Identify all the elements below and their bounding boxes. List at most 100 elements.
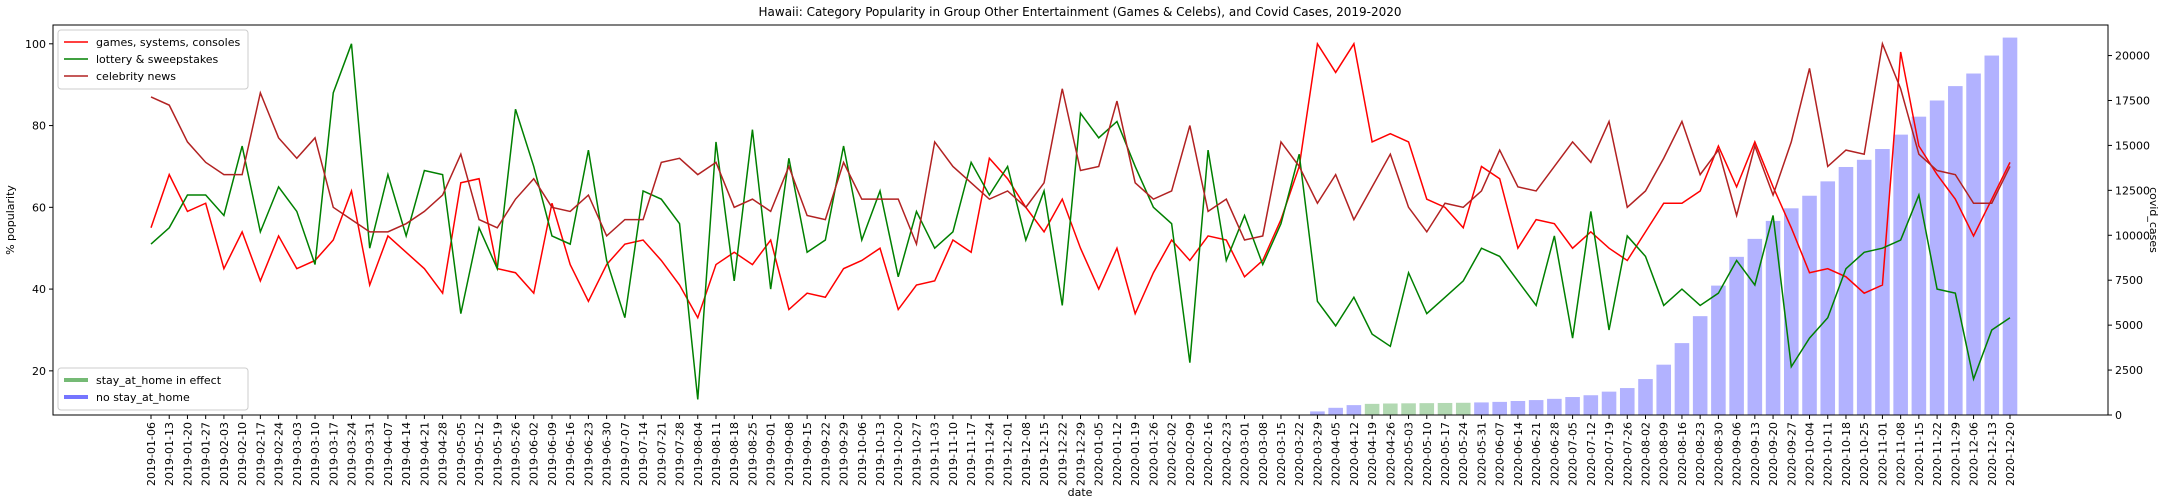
x-tick-label: 2020-11-01 <box>1876 422 1889 486</box>
x-tick-label: 2020-09-27 <box>1785 422 1798 486</box>
x-tick-label: 2019-03-10 <box>309 422 322 486</box>
x-tick-label: 2019-02-24 <box>273 422 286 486</box>
bar <box>1383 403 1398 415</box>
y-tick-label: 80 <box>32 120 46 133</box>
x-tick-label: 2020-08-23 <box>1694 422 1707 486</box>
x-tick-label: 2020-11-15 <box>1913 422 1926 486</box>
y2-tick-label: 20000 <box>2115 50 2150 63</box>
line-series <box>150 41 2011 320</box>
bar <box>2002 37 2018 415</box>
x-tick-label: 2019-07-07 <box>619 422 632 486</box>
x-tick-label: 2019-08-18 <box>728 422 741 486</box>
x-tick-label: 2019-12-22 <box>1056 422 1069 486</box>
x-tick-label: 2020-06-28 <box>1548 422 1561 486</box>
x-tick-label: 2019-11-03 <box>929 422 942 486</box>
x-tick-label: 2019-11-17 <box>965 422 978 486</box>
x-tick-label: 2019-06-02 <box>528 422 541 486</box>
plot-frame <box>52 24 2109 416</box>
x-tick-label: 2020-11-29 <box>1949 422 1962 486</box>
bar <box>1856 159 1872 415</box>
x-tick-label: 2019-01-27 <box>200 422 213 486</box>
bar <box>1802 195 1817 415</box>
bar <box>1364 403 1380 415</box>
y-tick-label: 20 <box>32 365 46 378</box>
bar <box>1528 400 1544 415</box>
x-tick-label: 2019-02-03 <box>218 422 231 486</box>
x-tick-label: 2019-08-11 <box>710 422 723 486</box>
x-tick-label: 2019-03-17 <box>327 422 340 486</box>
x-tick-label: 2020-02-16 <box>1202 422 1215 486</box>
x-axis-label: date <box>1068 486 1093 499</box>
x-tick-label: 2020-08-16 <box>1676 422 1689 486</box>
x-tick-label: 2020-12-20 <box>2004 422 2017 486</box>
y2-tick-label: 12500 <box>2115 184 2150 197</box>
y2-axis-label: covid_cases <box>2147 187 2160 253</box>
bar <box>1510 400 1526 415</box>
legend-label: celebrity news <box>96 70 176 83</box>
x-tick-label: 2019-06-30 <box>601 422 614 486</box>
x-tick-label: 2020-07-05 <box>1567 422 1580 486</box>
bar <box>1547 398 1562 415</box>
bar <box>1747 238 1763 415</box>
x-tick-label: 2019-04-21 <box>418 422 431 486</box>
bar <box>1328 407 1343 415</box>
bar <box>1692 316 1708 415</box>
y-tick-label: 60 <box>32 201 46 214</box>
bar <box>1765 220 1781 415</box>
bar <box>1638 379 1653 415</box>
x-tick-label: 2019-07-21 <box>655 422 668 486</box>
legend: games, systems, consoles lottery & sweeps… <box>57 29 249 90</box>
x-tick-label: 2020-01-12 <box>1111 422 1124 486</box>
legend: stay_at_home in effect no stay_at_home <box>57 367 249 411</box>
x-tick-label: 2020-07-12 <box>1585 422 1598 486</box>
x-tick-label: 2019-12-29 <box>1075 422 1088 486</box>
x-tick-label: 2020-02-23 <box>1220 422 1233 486</box>
x-tick-label: 2019-05-26 <box>510 422 523 486</box>
x-tick-label: 2020-06-07 <box>1494 422 1507 486</box>
x-tick-label: 2020-03-22 <box>1293 422 1306 486</box>
bar <box>1893 134 1908 415</box>
x-tick-label: 2019-10-13 <box>874 422 887 486</box>
x-tick-label: 2020-09-20 <box>1767 422 1780 486</box>
x-tick-label: 2020-03-29 <box>1311 422 1324 486</box>
x-tick-label: 2019-09-08 <box>783 422 796 486</box>
bar <box>1984 55 2000 416</box>
x-tick-label: 2020-10-18 <box>1840 422 1853 486</box>
line-series <box>150 43 2011 400</box>
bar <box>1948 86 1963 415</box>
x-tick-label: 2019-06-09 <box>546 422 559 486</box>
x-tick-label: 2019-02-17 <box>254 422 267 486</box>
x-tick-label: 2019-04-28 <box>437 422 450 486</box>
x-tick-label: 2020-04-19 <box>1366 422 1379 486</box>
x-tick-label: 2019-08-04 <box>692 422 705 486</box>
bar <box>1565 397 1580 415</box>
x-tick-label: 2019-07-14 <box>637 422 650 486</box>
chart-title: Hawaii: Category Popularity in Group Oth… <box>759 5 1402 19</box>
x-tick-label: 2019-05-05 <box>455 422 468 486</box>
x-tick-label: 2020-05-03 <box>1403 422 1416 486</box>
y2-tick-label: 5000 <box>2115 319 2143 332</box>
x-tick-label: 2019-01-06 <box>145 422 158 486</box>
legend-label: lottery & sweepstakes <box>96 53 219 66</box>
x-tick-label: 2020-06-14 <box>1512 422 1525 486</box>
x-tick-label: 2019-07-28 <box>674 422 687 486</box>
bar <box>1601 391 1617 415</box>
bar <box>1346 405 1362 415</box>
x-tick-label: 2019-02-10 <box>236 422 249 486</box>
x-tick-label: 2019-12-08 <box>1020 422 1033 486</box>
y2-tick-label: 0 <box>2115 409 2122 422</box>
x-tick-label: 2020-12-06 <box>1968 422 1981 486</box>
x-tick-label: 2020-05-31 <box>1475 422 1488 486</box>
x-tick-label: 2020-03-01 <box>1239 422 1252 486</box>
x-tick-label: 2020-11-22 <box>1931 422 1944 486</box>
legend-box <box>57 367 249 411</box>
x-tick-label: 2019-03-31 <box>364 422 377 486</box>
x-tick-label: 2020-07-26 <box>1621 422 1634 486</box>
x-tick-label: 2019-09-29 <box>838 422 851 486</box>
x-tick-label: 2020-12-13 <box>1986 422 1999 486</box>
legend-box <box>57 29 249 90</box>
bar <box>1674 343 1690 415</box>
x-tick-label: 2020-02-09 <box>1184 422 1197 486</box>
bar <box>1474 402 1489 415</box>
x-tick-label: 2020-08-02 <box>1639 422 1652 486</box>
